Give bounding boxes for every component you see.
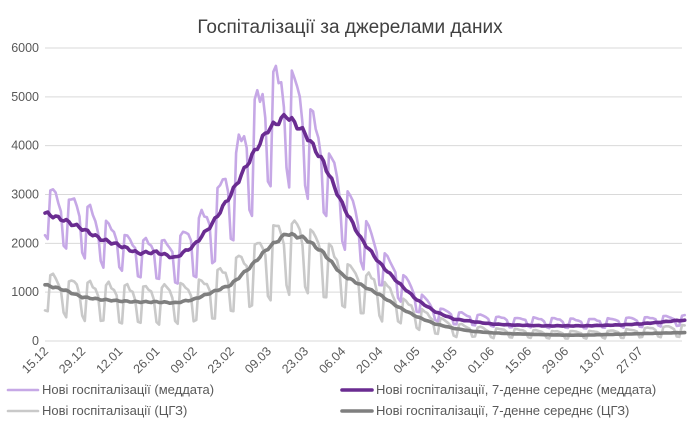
x-tick-label: 01.06 — [465, 344, 497, 376]
plot-area — [43, 64, 687, 340]
x-tick-label: 12.01 — [93, 344, 125, 376]
y-tick-label: 3000 — [11, 188, 39, 202]
x-tick-label: 29.06 — [539, 344, 571, 376]
x-tick-label: 15.12 — [19, 344, 51, 376]
x-tick-label: 18.05 — [428, 344, 460, 376]
series-cgz-raw — [43, 219, 686, 340]
x-tick-label: 26.01 — [131, 344, 163, 376]
legend-label: Нові госпіталізації, 7-денне середнє (ЦГ… — [376, 403, 629, 418]
x-tick-label: 20.04 — [354, 344, 386, 376]
x-tick-label: 09.02 — [168, 344, 200, 376]
legend-item: Нові госпіталізації (ЦГЗ) — [6, 403, 187, 418]
chart-title: Госпіталізації за джерелами даних — [197, 17, 503, 38]
legend-item: Нові госпіталізації, 7-денне середнє (ЦГ… — [340, 403, 629, 418]
legend-label: Нові госпіталізації, 7-денне середнє (ме… — [376, 382, 656, 397]
legend-item: Нові госпіталізації (меддата) — [6, 382, 214, 397]
x-tick-label: 09.03 — [242, 344, 274, 376]
x-tick-label: 13.07 — [576, 344, 608, 376]
x-tick-label: 15.06 — [502, 344, 534, 376]
x-tick-label: 27.07 — [614, 344, 646, 376]
x-tick-label: 29.12 — [56, 344, 88, 376]
x-tick-label: 23.03 — [279, 344, 311, 376]
y-tick-label: 0 — [32, 334, 39, 348]
x-axis: 15.12 29.12 12.01 26.01 09.02 23.02 09.03 23.03… — [19, 344, 646, 376]
legend-label: Нові госпіталізації (ЦГЗ) — [42, 403, 187, 418]
y-tick-label: 4000 — [11, 139, 39, 153]
y-tick-label: 5000 — [11, 90, 39, 104]
legend-item: Нові госпіталізації, 7-денне середнє (ме… — [340, 382, 656, 397]
x-tick-label: 04.05 — [391, 344, 423, 376]
series-cgz-7day-avg — [43, 231, 687, 337]
y-tick-label: 1000 — [11, 285, 39, 299]
y-axis: 0 1000 2000 3000 4000 5000 6000 — [11, 41, 39, 348]
legend-label: Нові госпіталізації (меддата) — [42, 382, 214, 397]
x-tick-label: 23.02 — [205, 344, 237, 376]
y-tick-label: 2000 — [11, 236, 39, 250]
legend: Нові госпіталізації (меддата) Нові госпіт… — [6, 382, 656, 418]
y-tick-label: 6000 — [11, 41, 39, 55]
series-meddata-7day-avg — [43, 112, 687, 328]
x-tick-label: 06.04 — [316, 344, 348, 376]
